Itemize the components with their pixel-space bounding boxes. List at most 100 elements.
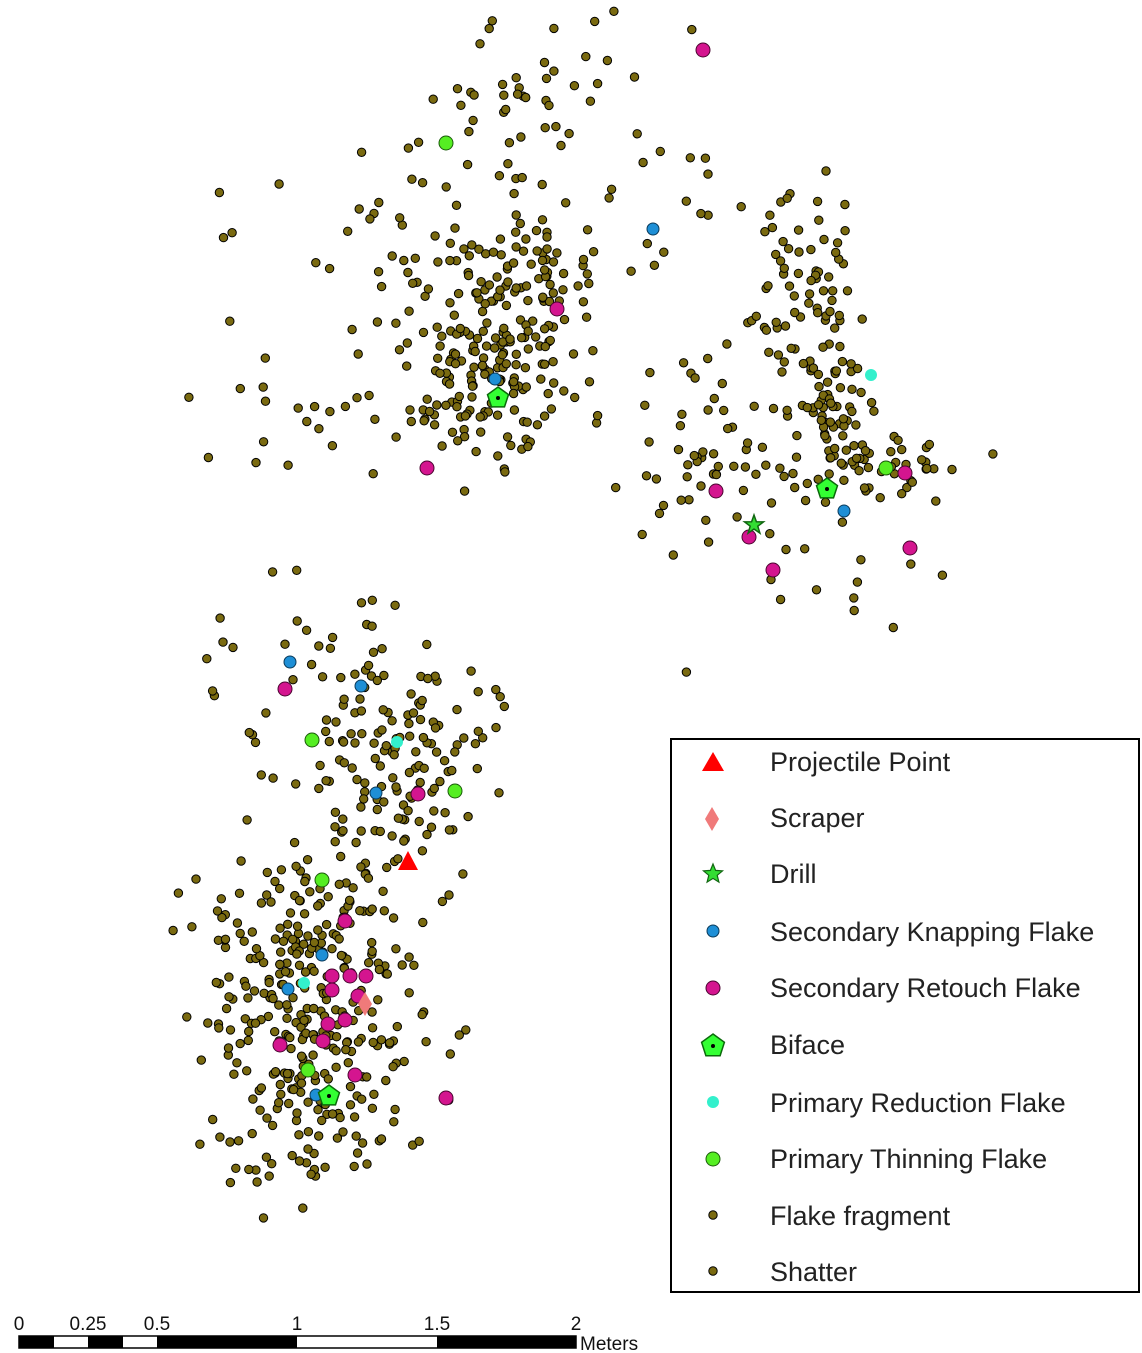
flake-fragment-point <box>338 737 349 747</box>
flake-fragment-point <box>441 400 451 410</box>
flake-fragment-point <box>225 1137 235 1147</box>
flake-fragment-point <box>411 747 421 757</box>
flake-fragment-point <box>444 379 455 389</box>
flake-fragment-point <box>539 411 550 421</box>
flake-fragment-point <box>426 822 437 832</box>
flake-fragment-point <box>270 876 280 887</box>
flake-fragment-point <box>454 1030 464 1040</box>
flake-fragment-point <box>546 404 557 414</box>
flake-fragment-point <box>327 1109 338 1119</box>
flake-fragment-point <box>256 1083 267 1093</box>
flake-fragment-point <box>749 401 759 411</box>
flake-fragment-point <box>280 639 290 649</box>
scale-segment-black <box>437 1336 576 1348</box>
flake-fragment-point <box>255 1105 265 1115</box>
flake-fragment-point <box>681 196 691 206</box>
flake-fragment-point <box>338 814 348 824</box>
flake-fragment-point <box>804 289 815 299</box>
flake-fragment-point <box>788 468 798 479</box>
flake-fragment-point <box>417 846 428 856</box>
shatter-symbol <box>708 1266 718 1276</box>
flake-fragment-point <box>642 238 652 249</box>
flake-fragment-point <box>306 659 317 670</box>
flake-fragment-point <box>258 1213 269 1223</box>
flake-fragment-point <box>377 644 387 654</box>
flake-fragment-point <box>292 565 302 575</box>
flake-fragment-point <box>289 837 300 848</box>
flake-fragment-point <box>717 378 727 389</box>
flake-fragment-point <box>501 300 512 311</box>
flake-fragment-point <box>402 338 412 348</box>
flake-fragment-point <box>300 967 311 977</box>
drill-point <box>742 512 766 535</box>
flake-fragment-point <box>372 675 382 686</box>
flake-fragment-point <box>476 277 486 287</box>
flake-fragment-point <box>505 334 515 344</box>
flake-fragment-point <box>323 1074 333 1084</box>
biface-center-dot <box>711 1044 715 1048</box>
flake-fragment-point <box>415 714 426 725</box>
flake-fragment-point <box>779 471 789 482</box>
flake-fragment-point <box>536 374 546 384</box>
flake-fragment-point <box>816 415 826 425</box>
flake-fragment-point <box>467 240 477 250</box>
flake-fragment-point <box>472 763 482 774</box>
flake-fragment-point <box>381 741 391 751</box>
flake-fragment-point <box>303 931 313 941</box>
flake-fragment-point <box>751 469 761 479</box>
flake-fragment-point <box>502 432 513 442</box>
flake-fragment-point <box>761 325 772 335</box>
flake-fragment-point <box>450 223 460 233</box>
flake-fragment-point <box>492 410 503 420</box>
flake-fragment-point <box>549 23 559 34</box>
flake-fragment-point <box>339 758 349 768</box>
flake-fragment-point <box>836 458 846 468</box>
flake-fragment-point <box>477 360 488 371</box>
flake-fragment-point <box>317 672 328 682</box>
flake-fragment-point <box>301 625 312 635</box>
primary-reduction-flake-point <box>865 369 877 381</box>
flake-fragment-point <box>408 278 418 288</box>
flake-fragment-point <box>765 210 775 220</box>
flake-fragment-point <box>429 783 439 794</box>
flake-fragment-point <box>352 774 362 785</box>
flake-fragment-point <box>417 1009 427 1020</box>
flake-fragment-point <box>259 988 269 998</box>
flake-fragment-point <box>830 323 840 333</box>
flake-fragment-point <box>285 1032 295 1043</box>
flake-fragment-point <box>649 260 660 270</box>
flake-fragment-point <box>489 343 500 353</box>
flake-fragment-point <box>846 359 856 369</box>
flake-fragment-point <box>351 837 361 848</box>
flake-fragment-point <box>542 244 552 254</box>
flake-fragment-point <box>422 394 432 404</box>
flake-fragment-point <box>611 482 621 493</box>
scraper-symbol <box>705 807 719 831</box>
flake-fragment-point <box>282 1068 293 1079</box>
flake-fragment-point <box>419 763 429 773</box>
flake-fragment-point <box>235 928 245 939</box>
flake-fragment-point <box>367 946 377 956</box>
legend-item-secondary-retouch-flake: Secondary Retouch Flake <box>705 973 1081 1003</box>
flake-fragment-point <box>578 297 589 307</box>
legend-frame <box>670 738 1140 1293</box>
primary-reduction-flake-point <box>298 977 310 989</box>
flake-fragment-point <box>806 244 816 255</box>
flake-fragment-point <box>538 292 548 302</box>
secondary-retouch-flake-point <box>438 1090 454 1106</box>
flake-fragment-point <box>818 286 829 296</box>
flake-fragment-point <box>849 593 859 603</box>
flake-fragment-point <box>738 485 749 496</box>
flake-fragment-point <box>497 350 508 360</box>
flake-fragment-point <box>493 451 503 461</box>
flake-fragment-point <box>559 386 569 396</box>
flake-fragment-point <box>437 896 448 907</box>
flake-fragment-point <box>863 462 874 473</box>
flake-fragment-point <box>609 6 619 16</box>
flake-fragment-point <box>274 1098 284 1108</box>
flake-fragment-point <box>354 204 364 214</box>
flake-fragment-point <box>212 906 223 916</box>
flake-fragment-point <box>356 598 367 608</box>
flake-fragment-point <box>286 1043 296 1054</box>
flake-fragment-point <box>404 718 414 729</box>
